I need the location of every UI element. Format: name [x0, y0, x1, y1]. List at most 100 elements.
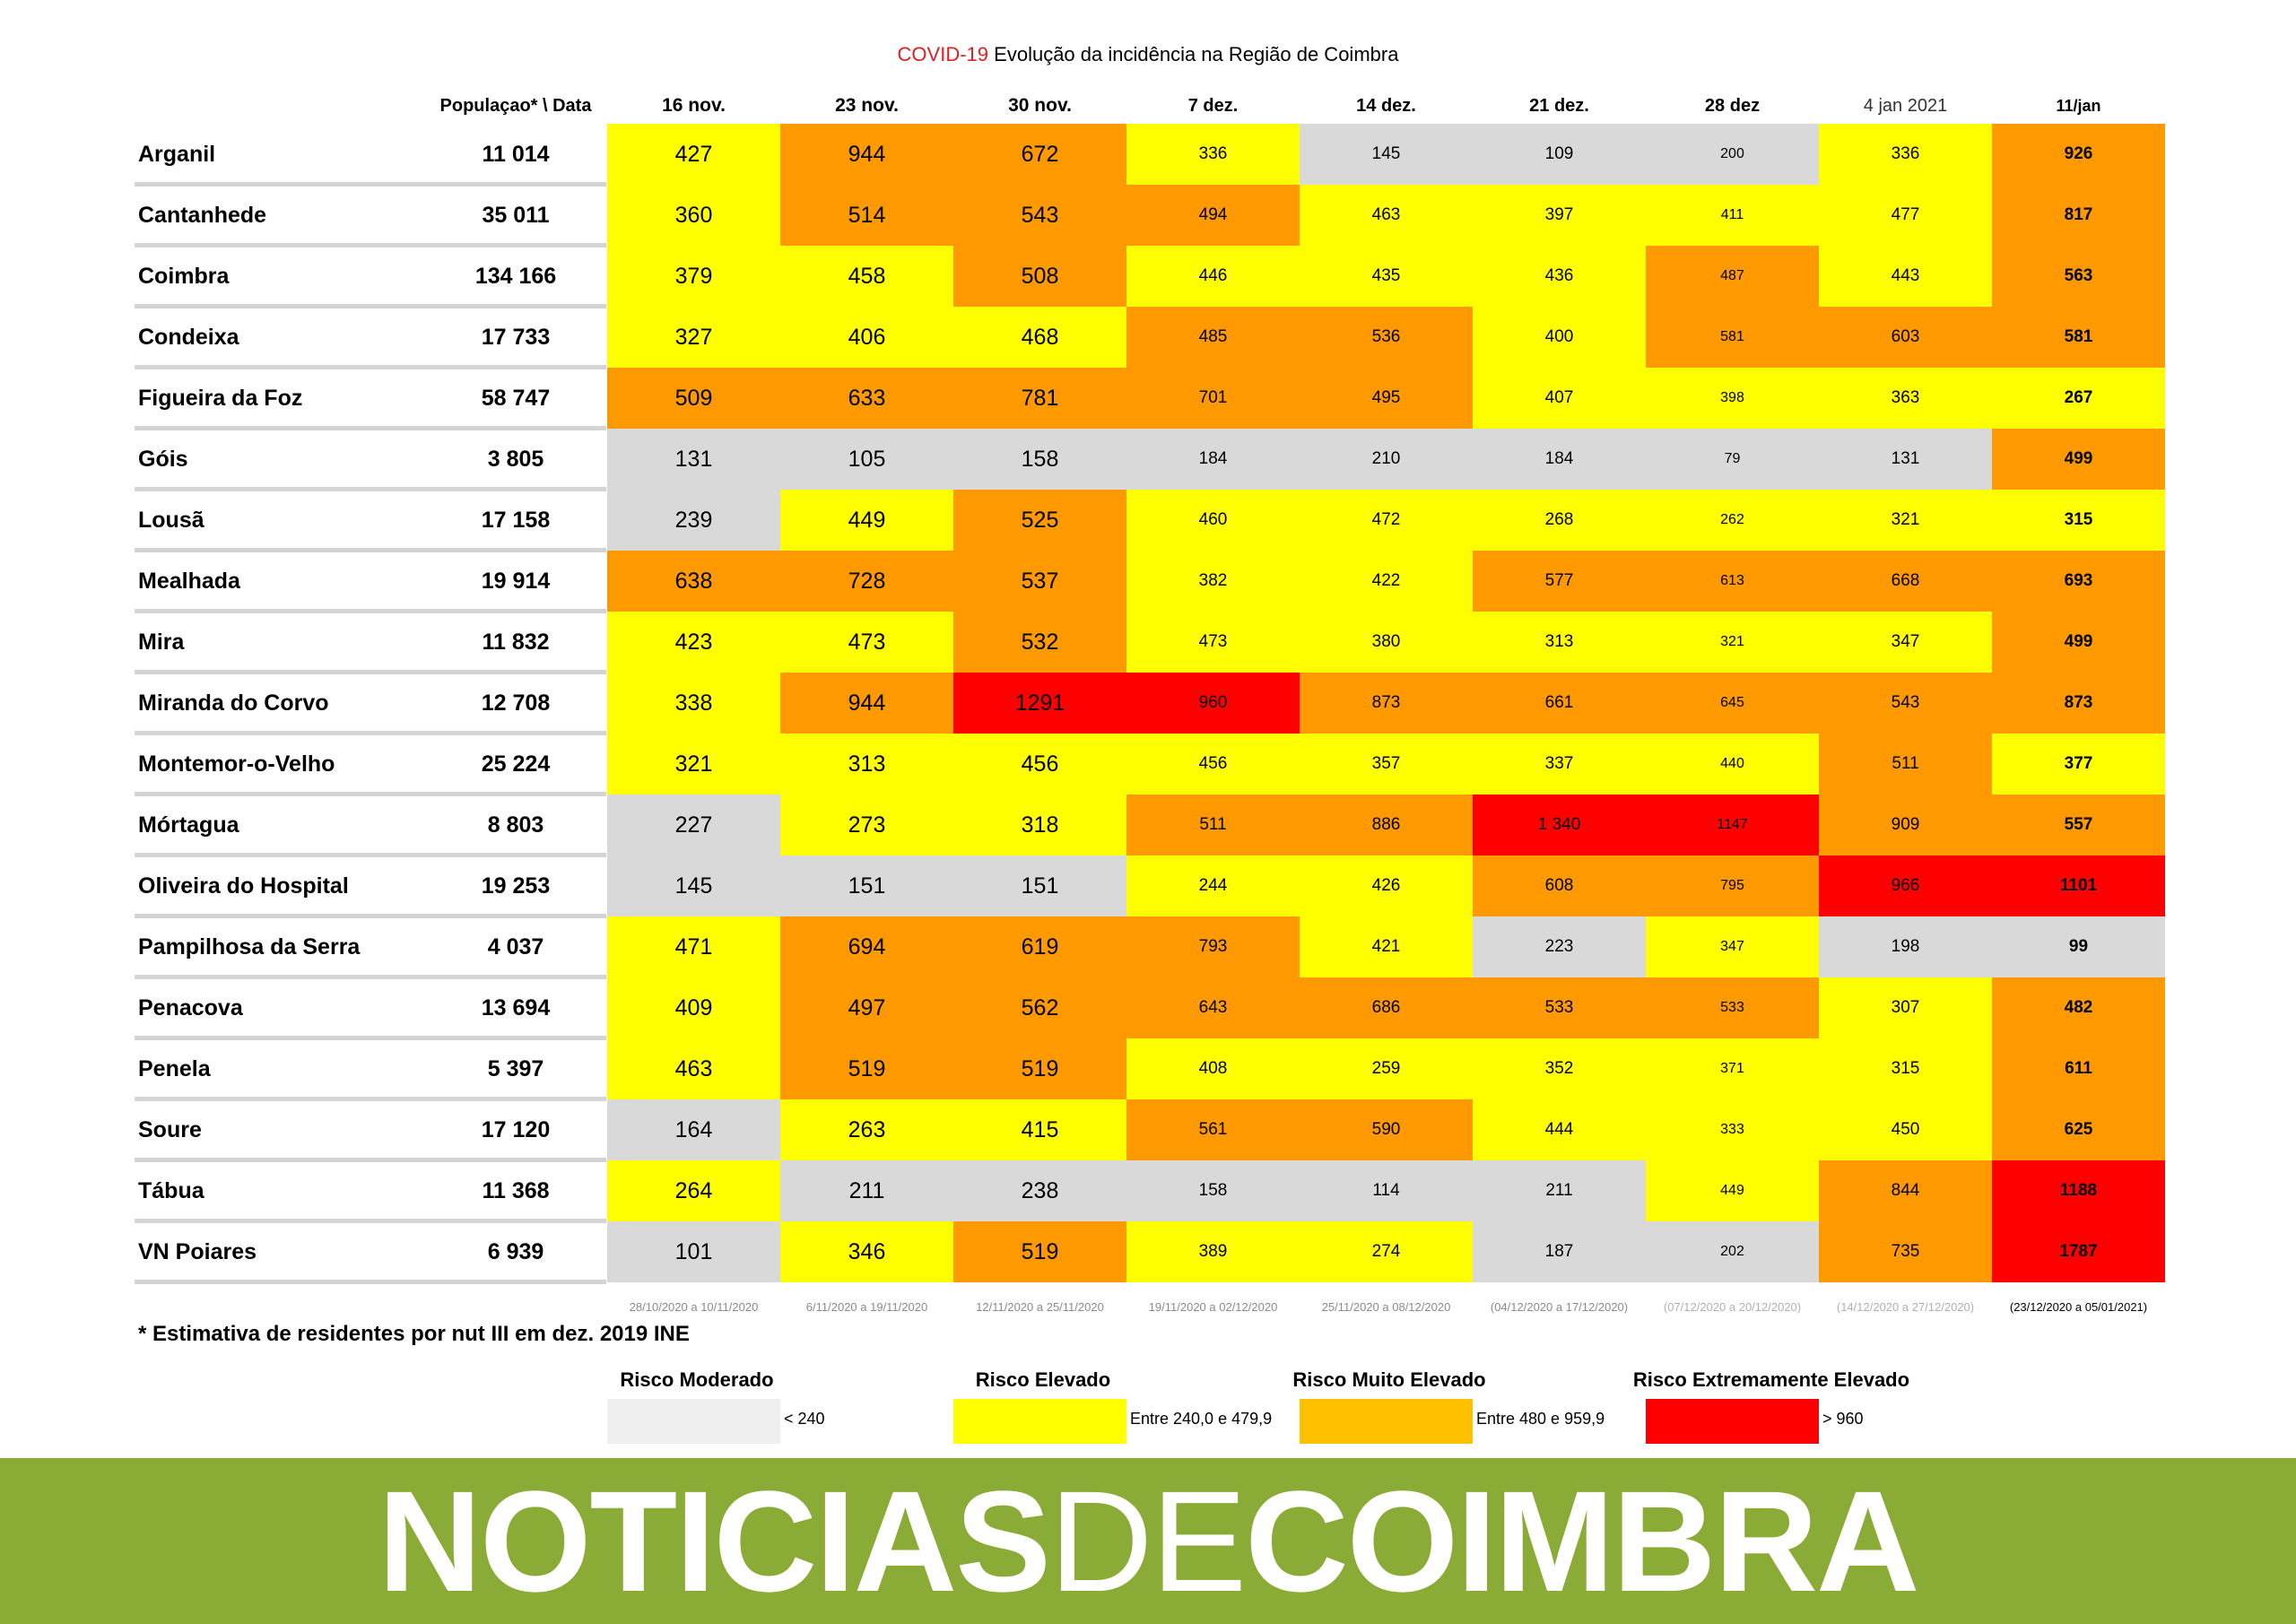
population-value: 8 803 [487, 812, 544, 838]
row-label: Miranda do Corvo [138, 690, 329, 716]
incidence-cell: 443 [1819, 246, 1992, 307]
incidence-cell: 318 [953, 795, 1126, 855]
population-value: 35 011 [482, 203, 550, 228]
incidence-cell: 511 [1819, 734, 1992, 795]
legend-range: Entre 240,0 e 479,9 [1130, 1410, 1273, 1428]
incidence-cell: 613 [1646, 551, 1819, 612]
row-label: Condeixa [138, 325, 239, 350]
incidence-cell: 238 [953, 1160, 1126, 1221]
incidence-cell: 494 [1126, 185, 1300, 246]
incidence-cell: 537 [953, 551, 1126, 612]
incidence-cell: 337 [1473, 734, 1646, 795]
incidence-cell: 633 [780, 368, 953, 429]
incidence-cell: 446 [1126, 246, 1300, 307]
incidence-cell: 338 [607, 673, 780, 734]
incidence-cell: 557 [1992, 795, 2165, 855]
row-label: Cantanhede [138, 203, 267, 228]
incidence-cell: 423 [607, 612, 780, 673]
incidence-cell: 198 [1819, 916, 1992, 977]
incidence-cell: 264 [607, 1160, 780, 1221]
footnote: * Estimativa de residentes por nut III e… [138, 1322, 690, 1346]
incidence-cell: 581 [1992, 307, 2165, 368]
column-header: 16 nov. [662, 95, 726, 116]
row-label: Tábua [138, 1178, 204, 1203]
period-range: 25/11/2020 a 08/12/2020 [1321, 1300, 1451, 1314]
incidence-cell: 482 [1992, 977, 2165, 1038]
population-value: 11 368 [482, 1178, 550, 1203]
population-value: 58 747 [481, 386, 551, 411]
legend-range: > 960 [1822, 1410, 1864, 1428]
incidence-cell: 164 [607, 1099, 780, 1160]
incidence-cell: 625 [1992, 1099, 2165, 1160]
incidence-cell: 619 [953, 916, 1126, 977]
legend-swatch [607, 1399, 780, 1444]
incidence-cell: 321 [607, 734, 780, 795]
incidence-cell: 473 [1126, 612, 1300, 673]
incidence-cell: 389 [1126, 1221, 1300, 1282]
incidence-cell: 411 [1646, 185, 1819, 246]
row-separator [135, 426, 606, 430]
incidence-cell: 497 [780, 977, 953, 1038]
column-header: 30 nov. [1008, 95, 1072, 116]
incidence-cell: 645 [1646, 673, 1819, 734]
row-label: Penacova [138, 995, 243, 1020]
row-label: Mira [138, 630, 185, 655]
legend-range: Entre 480 e 959,9 [1476, 1410, 1605, 1428]
incidence-cell: 1188 [1992, 1160, 2165, 1221]
incidence-cell: 336 [1819, 124, 1992, 185]
period-range: (04/12/2020 a 17/12/2020) [1490, 1300, 1629, 1314]
period-range: (07/12/2020 a 20/12/2020) [1663, 1300, 1802, 1314]
legend-title: Risco Elevado [975, 1368, 1111, 1391]
incidence-cell: 105 [780, 429, 953, 490]
incidence-cell: 336 [1126, 124, 1300, 185]
incidence-cell: 268 [1473, 490, 1646, 551]
incidence-cell: 458 [780, 246, 953, 307]
incidence-cell: 109 [1473, 124, 1646, 185]
incidence-cell: 590 [1300, 1099, 1473, 1160]
incidence-cell: 611 [1992, 1038, 2165, 1099]
incidence-cell: 693 [1992, 551, 2165, 612]
population-value: 25 224 [481, 751, 551, 777]
incidence-cell: 449 [780, 490, 953, 551]
incidence-cell: 435 [1300, 246, 1473, 307]
incidence-cell: 408 [1126, 1038, 1300, 1099]
incidence-cell: 499 [1992, 612, 2165, 673]
column-header: 14 dez. [1356, 96, 1416, 116]
incidence-cell: 321 [1819, 490, 1992, 551]
site-banner: NOTICIASDECOIMBRA [0, 1458, 2296, 1624]
incidence-cell: 210 [1300, 429, 1473, 490]
row-label: VN Poiares [138, 1239, 257, 1264]
incidence-cell: 184 [1126, 429, 1300, 490]
row-label: Lousã [138, 508, 204, 533]
incidence-cell: 158 [953, 429, 1126, 490]
incidence-cell: 485 [1126, 307, 1300, 368]
incidence-cell: 427 [607, 124, 780, 185]
incidence-cell: 536 [1300, 307, 1473, 368]
incidence-cell: 495 [1300, 368, 1473, 429]
incidence-cell: 131 [1819, 429, 1992, 490]
period-range: 6/11/2020 a 19/11/2020 [805, 1300, 928, 1314]
logo-part-1: NOTICIAS [378, 1461, 1050, 1621]
title-prefix: COVID-19 [897, 43, 989, 65]
incidence-cell: 347 [1646, 916, 1819, 977]
incidence-cell: 532 [953, 612, 1126, 673]
incidence-cell: 101 [607, 1221, 780, 1282]
period-range: 28/10/2020 a 10/11/2020 [629, 1300, 759, 1314]
incidence-cell: 728 [780, 551, 953, 612]
incidence-cell: 352 [1473, 1038, 1646, 1099]
incidence-cell: 514 [780, 185, 953, 246]
incidence-cell: 463 [1300, 185, 1473, 246]
row-label: Mórtagua [138, 812, 239, 838]
incidence-cell: 543 [1819, 673, 1992, 734]
incidence-cell: 421 [1300, 916, 1473, 977]
incidence-cell: 145 [1300, 124, 1473, 185]
incidence-cell: 444 [1473, 1099, 1646, 1160]
row-separator [135, 365, 606, 369]
incidence-cell: 460 [1126, 490, 1300, 551]
incidence-cell: 499 [1992, 429, 2165, 490]
row-separator [135, 609, 606, 613]
incidence-cell: 415 [953, 1099, 1126, 1160]
row-label: Coimbra [138, 264, 230, 289]
incidence-cell: 315 [1992, 490, 2165, 551]
incidence-cell: 211 [780, 1160, 953, 1221]
